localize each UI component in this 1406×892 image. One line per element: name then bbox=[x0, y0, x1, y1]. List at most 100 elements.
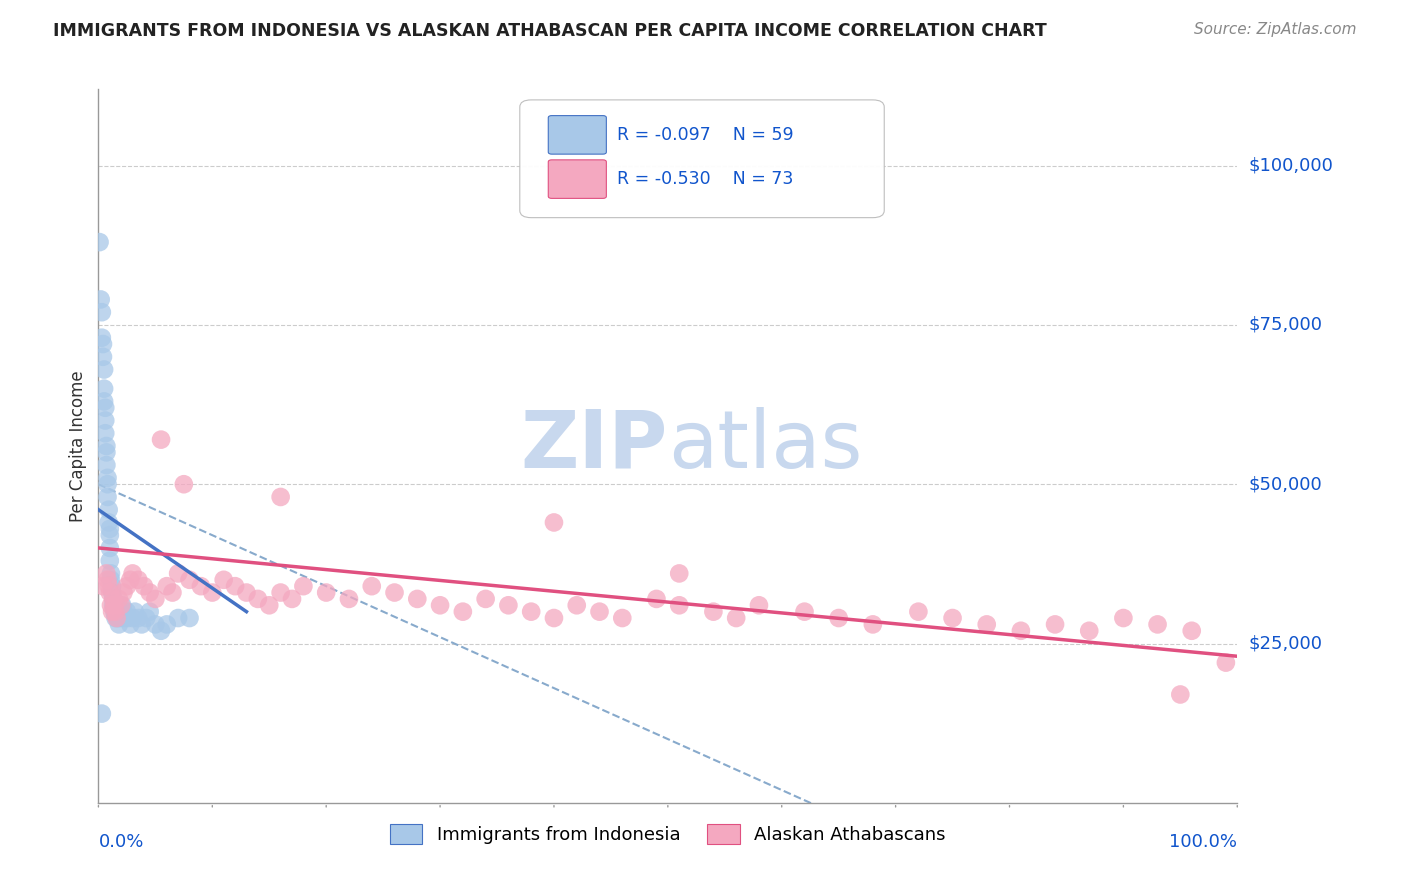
Point bbox=[105, 599, 128, 613]
Point bbox=[167, 611, 190, 625]
Legend: Immigrants from Indonesia, Alaskan Athabascans: Immigrants from Indonesia, Alaskan Athab… bbox=[389, 824, 946, 844]
Point bbox=[520, 605, 543, 619]
Point bbox=[828, 611, 851, 625]
Point bbox=[190, 579, 212, 593]
Point bbox=[101, 585, 124, 599]
Point bbox=[94, 413, 117, 427]
Point bbox=[96, 439, 118, 453]
Text: $50,000: $50,000 bbox=[1249, 475, 1322, 493]
Point bbox=[91, 350, 114, 364]
Point bbox=[90, 293, 112, 307]
Point bbox=[91, 579, 114, 593]
Point bbox=[103, 591, 125, 606]
Point bbox=[270, 585, 292, 599]
Point bbox=[212, 573, 235, 587]
Point bbox=[90, 706, 112, 721]
Point bbox=[103, 599, 125, 613]
Point bbox=[474, 591, 496, 606]
Point bbox=[107, 611, 129, 625]
Point bbox=[406, 591, 429, 606]
Point bbox=[93, 394, 115, 409]
Point bbox=[117, 611, 139, 625]
Text: 0.0%: 0.0% bbox=[98, 833, 143, 851]
Point bbox=[104, 607, 127, 622]
Point bbox=[98, 585, 121, 599]
Y-axis label: Per Capita Income: Per Capita Income bbox=[69, 370, 87, 522]
Point bbox=[1215, 656, 1237, 670]
Point bbox=[100, 599, 122, 613]
Point bbox=[96, 490, 118, 504]
Text: 100.0%: 100.0% bbox=[1170, 833, 1237, 851]
Point bbox=[96, 458, 118, 472]
Text: IMMIGRANTS FROM INDONESIA VS ALASKAN ATHABASCAN PER CAPITA INCOME CORRELATION CH: IMMIGRANTS FROM INDONESIA VS ALASKAN ATH… bbox=[53, 22, 1047, 40]
Point bbox=[565, 599, 588, 613]
Point bbox=[103, 599, 125, 613]
Point bbox=[103, 591, 125, 606]
Point bbox=[292, 579, 315, 593]
Point bbox=[1181, 624, 1204, 638]
Point bbox=[115, 579, 138, 593]
Point bbox=[976, 617, 998, 632]
Text: R = -0.530    N = 73: R = -0.530 N = 73 bbox=[617, 170, 793, 188]
Point bbox=[98, 541, 121, 555]
Point bbox=[645, 591, 668, 606]
Point bbox=[97, 516, 120, 530]
Point bbox=[110, 605, 132, 619]
Point bbox=[103, 605, 125, 619]
Point bbox=[132, 579, 155, 593]
Point bbox=[131, 617, 153, 632]
Point bbox=[1078, 624, 1101, 638]
Point bbox=[135, 611, 157, 625]
Point bbox=[862, 617, 884, 632]
Point bbox=[150, 433, 173, 447]
Point bbox=[115, 605, 138, 619]
Point bbox=[91, 337, 114, 351]
Point bbox=[156, 617, 179, 632]
Point bbox=[124, 605, 146, 619]
FancyBboxPatch shape bbox=[520, 100, 884, 218]
Point bbox=[108, 617, 131, 632]
Point bbox=[97, 502, 120, 516]
Point bbox=[281, 591, 304, 606]
Point bbox=[120, 617, 142, 632]
Point bbox=[1043, 617, 1066, 632]
Point bbox=[167, 566, 190, 581]
Point bbox=[90, 305, 112, 319]
Point bbox=[451, 605, 474, 619]
Point bbox=[907, 605, 929, 619]
Point bbox=[89, 235, 111, 249]
Point bbox=[942, 611, 965, 625]
Point bbox=[588, 605, 610, 619]
Point bbox=[100, 566, 122, 581]
Point bbox=[114, 611, 136, 625]
Point bbox=[96, 573, 118, 587]
Point bbox=[145, 591, 167, 606]
Point bbox=[93, 382, 115, 396]
Point bbox=[702, 605, 724, 619]
Point bbox=[725, 611, 748, 625]
Point bbox=[543, 516, 565, 530]
Point bbox=[110, 599, 132, 613]
Point bbox=[612, 611, 634, 625]
Text: Source: ZipAtlas.com: Source: ZipAtlas.com bbox=[1194, 22, 1357, 37]
Point bbox=[337, 591, 360, 606]
Point bbox=[104, 605, 127, 619]
Point bbox=[138, 605, 160, 619]
Point bbox=[94, 401, 117, 415]
Point bbox=[793, 605, 815, 619]
Point bbox=[246, 591, 269, 606]
Point bbox=[668, 599, 690, 613]
Point bbox=[1146, 617, 1168, 632]
Text: $100,000: $100,000 bbox=[1249, 157, 1333, 175]
Point bbox=[112, 585, 135, 599]
Point bbox=[498, 599, 520, 613]
Point bbox=[108, 591, 131, 606]
Point bbox=[96, 477, 118, 491]
Point bbox=[108, 611, 131, 625]
Point bbox=[543, 611, 565, 625]
Point bbox=[156, 579, 179, 593]
Point bbox=[201, 585, 224, 599]
Point bbox=[96, 471, 118, 485]
Point bbox=[138, 585, 160, 599]
Point bbox=[360, 579, 382, 593]
